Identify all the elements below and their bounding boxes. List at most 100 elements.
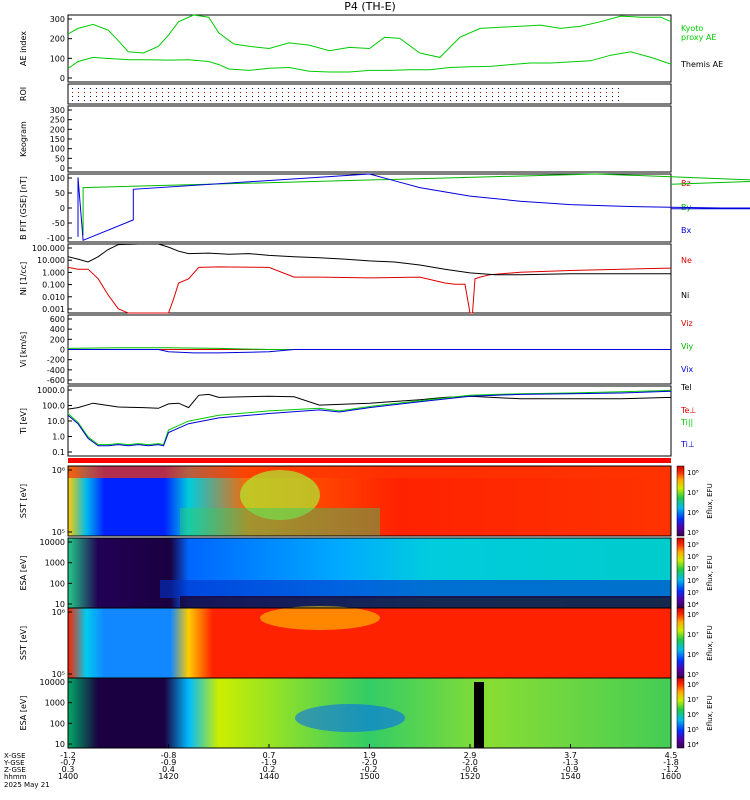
roi-dot <box>348 100 349 101</box>
roi-dot <box>468 100 469 101</box>
roi-dot <box>540 92 541 93</box>
roi-dot <box>594 100 595 101</box>
roi-dot <box>306 100 307 101</box>
roi-dot <box>426 100 427 101</box>
roi-dot <box>402 88 403 89</box>
ytick-esa_ion: 10000 <box>40 678 65 687</box>
roi-dot <box>288 88 289 89</box>
roi-dot <box>114 92 115 93</box>
roi-dot <box>198 96 199 97</box>
series-temperature-0 <box>67 393 672 410</box>
esa-electron-low-band <box>160 580 671 598</box>
roi-dot <box>360 100 361 101</box>
roi-dot <box>534 88 535 89</box>
xtick-hhmm: 1540 <box>560 772 580 781</box>
xtick-hhmm: 1500 <box>359 772 379 781</box>
roi-dot <box>84 92 85 93</box>
roi-dot <box>600 100 601 101</box>
roi-dot <box>102 88 103 89</box>
roi-dot <box>384 100 385 101</box>
ytick-density: 0.100 <box>42 281 65 290</box>
ytick-esa_electron: 1000 <box>45 559 65 568</box>
colorbar-tick-esa_ion: 10⁴ <box>687 741 699 749</box>
roi-dot <box>132 100 133 101</box>
roi-dot <box>102 96 103 97</box>
roi-dot <box>498 92 499 93</box>
roi-dot <box>522 92 523 93</box>
roi-dot <box>372 92 373 93</box>
roi-dot <box>330 88 331 89</box>
roi-dot <box>78 88 79 89</box>
roi-dot <box>90 88 91 89</box>
roi-dot <box>282 92 283 93</box>
ytick-density: 10.000 <box>37 256 65 265</box>
roi-dot <box>498 100 499 101</box>
roi-dot <box>126 96 127 97</box>
roi-dot <box>216 96 217 97</box>
roi-dot <box>492 92 493 93</box>
roi-dot <box>192 88 193 89</box>
roi-dot <box>438 92 439 93</box>
ytick-b_fgs: 100 <box>50 174 65 183</box>
colorbar-tick-esa_electron: 10⁵ <box>687 589 699 597</box>
roi-dot <box>396 100 397 101</box>
xtick-hhmm: 1600 <box>661 772 681 781</box>
roi-dot <box>174 88 175 89</box>
roi-dot <box>354 92 355 93</box>
roi-dot <box>162 92 163 93</box>
xtick-hhmm: 1440 <box>259 772 279 781</box>
roi-dot <box>210 92 211 93</box>
roi-dot <box>90 96 91 97</box>
roi-dot <box>144 100 145 101</box>
roi-dot <box>180 100 181 101</box>
ytick-velocity: 0 <box>60 346 65 355</box>
series-temperature-2 <box>67 389 672 446</box>
roi-dot <box>468 88 469 89</box>
roi-dot <box>504 88 505 89</box>
ytick-keogram: 100 <box>50 145 65 154</box>
xtick-z-gse: -1.2 <box>663 765 679 774</box>
roi-dot <box>78 96 79 97</box>
roi-dot <box>552 96 553 97</box>
colorbar-label-sst_electron: Eflux, EFU <box>706 483 714 518</box>
roi-dot <box>606 88 607 89</box>
xtick-x-gse: 1.9 <box>363 751 376 760</box>
roi-dot <box>300 100 301 101</box>
roi-dot <box>378 88 379 89</box>
roi-dot <box>324 92 325 93</box>
roi-dot <box>576 88 577 89</box>
roi-dot <box>474 88 475 89</box>
legend-kyoto: Kyoto <box>681 24 703 33</box>
roi-dot <box>180 88 181 89</box>
ylabel-temperature: Ti [eV] <box>19 408 28 435</box>
roi-dot <box>126 92 127 93</box>
roi-dot <box>150 88 151 89</box>
roi-dot <box>198 92 199 93</box>
roi-dot <box>312 92 313 93</box>
roi-dot <box>360 96 361 97</box>
roi-dot <box>570 92 571 93</box>
xtick-x-gse: -1.2 <box>60 751 76 760</box>
roi-dot <box>132 96 133 97</box>
colorbar-esa_ion <box>676 677 685 749</box>
sst-ion-yellow-blob <box>260 606 380 630</box>
roi-dot <box>444 100 445 101</box>
roi-dot <box>564 88 565 89</box>
roi-dot <box>534 100 535 101</box>
roi-dot <box>528 100 529 101</box>
roi-dot <box>228 88 229 89</box>
roi-dot <box>84 100 85 101</box>
roi-dot <box>246 88 247 89</box>
roi-dot <box>480 92 481 93</box>
roi-dot <box>258 100 259 101</box>
roi-dot <box>420 100 421 101</box>
xaxis-row-label: hhmm <box>4 773 27 781</box>
ytick-sst_ion: 10⁶ <box>52 608 65 617</box>
colorbar-esa_electron <box>676 537 685 609</box>
roi-dot <box>600 88 601 89</box>
roi-dot <box>468 96 469 97</box>
date-label: 2025 May 21 <box>4 781 50 789</box>
ytick-keogram: 300 <box>50 106 65 115</box>
roi-dot <box>216 100 217 101</box>
roi-dot <box>486 100 487 101</box>
